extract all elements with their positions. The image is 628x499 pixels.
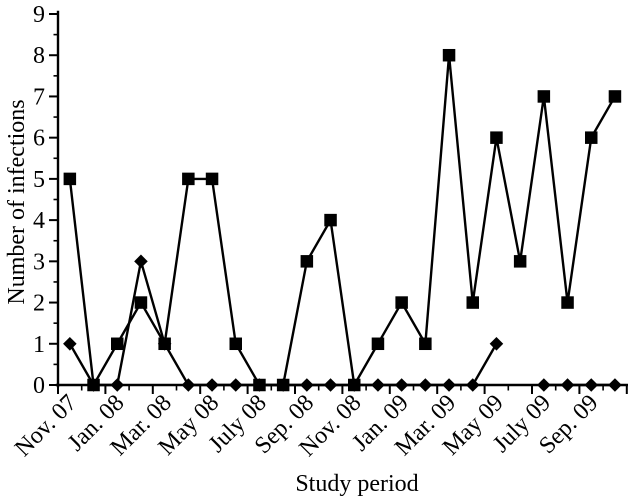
data-point-square xyxy=(63,172,77,186)
data-point-diamond xyxy=(110,378,125,392)
data-point-square xyxy=(158,337,171,351)
data-point-square xyxy=(229,337,242,351)
data-point-diamond xyxy=(371,378,385,392)
data-point-square xyxy=(513,255,527,268)
data-point-diamond xyxy=(394,378,409,392)
square-marker-series-line xyxy=(68,55,616,389)
data-point-square xyxy=(300,255,314,268)
data-point-diamond xyxy=(465,378,480,392)
x-axis-title: Study period xyxy=(295,471,418,497)
y-tick-label: 2 xyxy=(33,291,45,317)
y-tick-label: 0 xyxy=(33,373,45,399)
data-point-square xyxy=(395,296,408,309)
y-tick-label: 3 xyxy=(33,249,45,275)
data-point-square xyxy=(537,90,551,103)
y-tick-label: 8 xyxy=(33,43,45,69)
y-axis-title: Number of infections xyxy=(4,99,30,304)
data-point-diamond xyxy=(181,378,196,392)
y-tick-label: 9 xyxy=(33,2,45,28)
data-point-square xyxy=(348,378,361,392)
data-point-square xyxy=(87,378,100,392)
diamond-marker-series-line xyxy=(68,261,498,387)
data-point-diamond xyxy=(134,254,148,269)
data-point-square xyxy=(324,213,337,227)
y-tick-label: 6 xyxy=(33,126,45,152)
data-point-diamond xyxy=(300,378,314,392)
data-point-diamond xyxy=(323,378,338,392)
data-point-diamond xyxy=(442,378,456,392)
data-point-square xyxy=(134,296,148,309)
y-tick-label: 1 xyxy=(33,332,45,358)
data-point-square xyxy=(561,296,574,309)
data-point-diamond xyxy=(608,378,622,392)
data-point-diamond xyxy=(584,378,599,392)
data-point-diamond xyxy=(228,378,243,392)
data-point-square xyxy=(253,378,266,392)
data-point-square xyxy=(442,48,456,62)
x-tick-label: Nov. 07 xyxy=(10,390,82,462)
data-point-square xyxy=(585,131,598,144)
data-point-square xyxy=(205,172,219,186)
data-point-square xyxy=(111,337,124,351)
y-tick-label: 7 xyxy=(33,84,45,110)
y-tick-label: 5 xyxy=(33,167,45,193)
data-point-diamond xyxy=(205,378,219,392)
data-point-square xyxy=(371,337,385,351)
data-point-square xyxy=(419,337,432,351)
y-tick-label: 4 xyxy=(33,208,45,234)
data-point-square xyxy=(490,131,503,144)
data-point-square xyxy=(466,296,479,309)
data-point-diamond xyxy=(418,378,433,392)
data-point-diamond xyxy=(537,378,551,392)
data-point-square xyxy=(276,378,290,392)
data-point-diamond xyxy=(63,336,77,351)
data-point-square xyxy=(182,172,195,186)
data-point-diamond xyxy=(489,336,504,351)
data-point-square xyxy=(608,90,622,103)
data-point-diamond xyxy=(560,378,575,392)
